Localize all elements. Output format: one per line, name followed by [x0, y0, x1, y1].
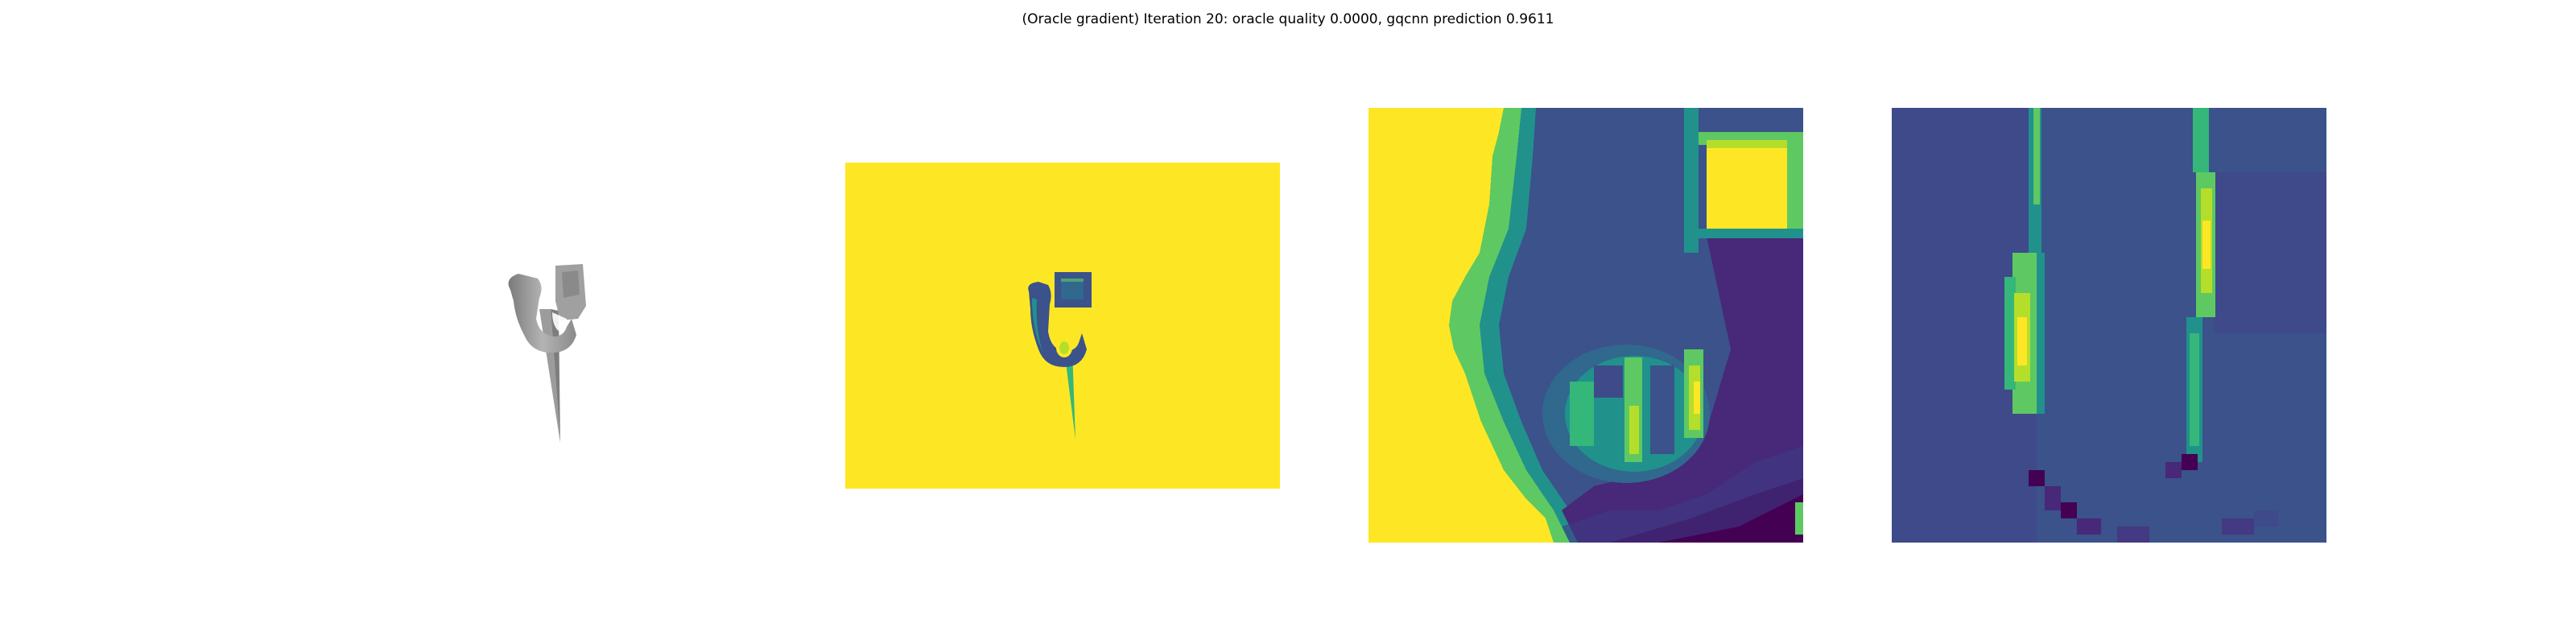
depth-crop-panel	[1368, 108, 1803, 543]
oracle-gradient-panel	[1892, 108, 2326, 543]
depth-image-panel	[845, 163, 1280, 489]
depth-crop-image	[1368, 108, 1803, 543]
rendered-object-panel	[322, 108, 757, 543]
depth-image	[845, 163, 1280, 489]
depth-tab-inner	[1061, 279, 1084, 299]
object-clip-body	[508, 274, 576, 353]
depth-clip-edge	[1032, 298, 1043, 353]
depth-hole-inner	[1059, 341, 1069, 354]
rendered-object-image	[508, 264, 586, 443]
figure-title: (Oracle gradient) Iteration 20: oracle q…	[1022, 11, 1554, 27]
depth-spike	[1064, 349, 1075, 440]
depth-clip-body	[1028, 282, 1087, 367]
oracle-gradient-image	[1892, 108, 2326, 543]
object-hole	[552, 312, 567, 333]
object-tab-inner	[562, 270, 580, 298]
